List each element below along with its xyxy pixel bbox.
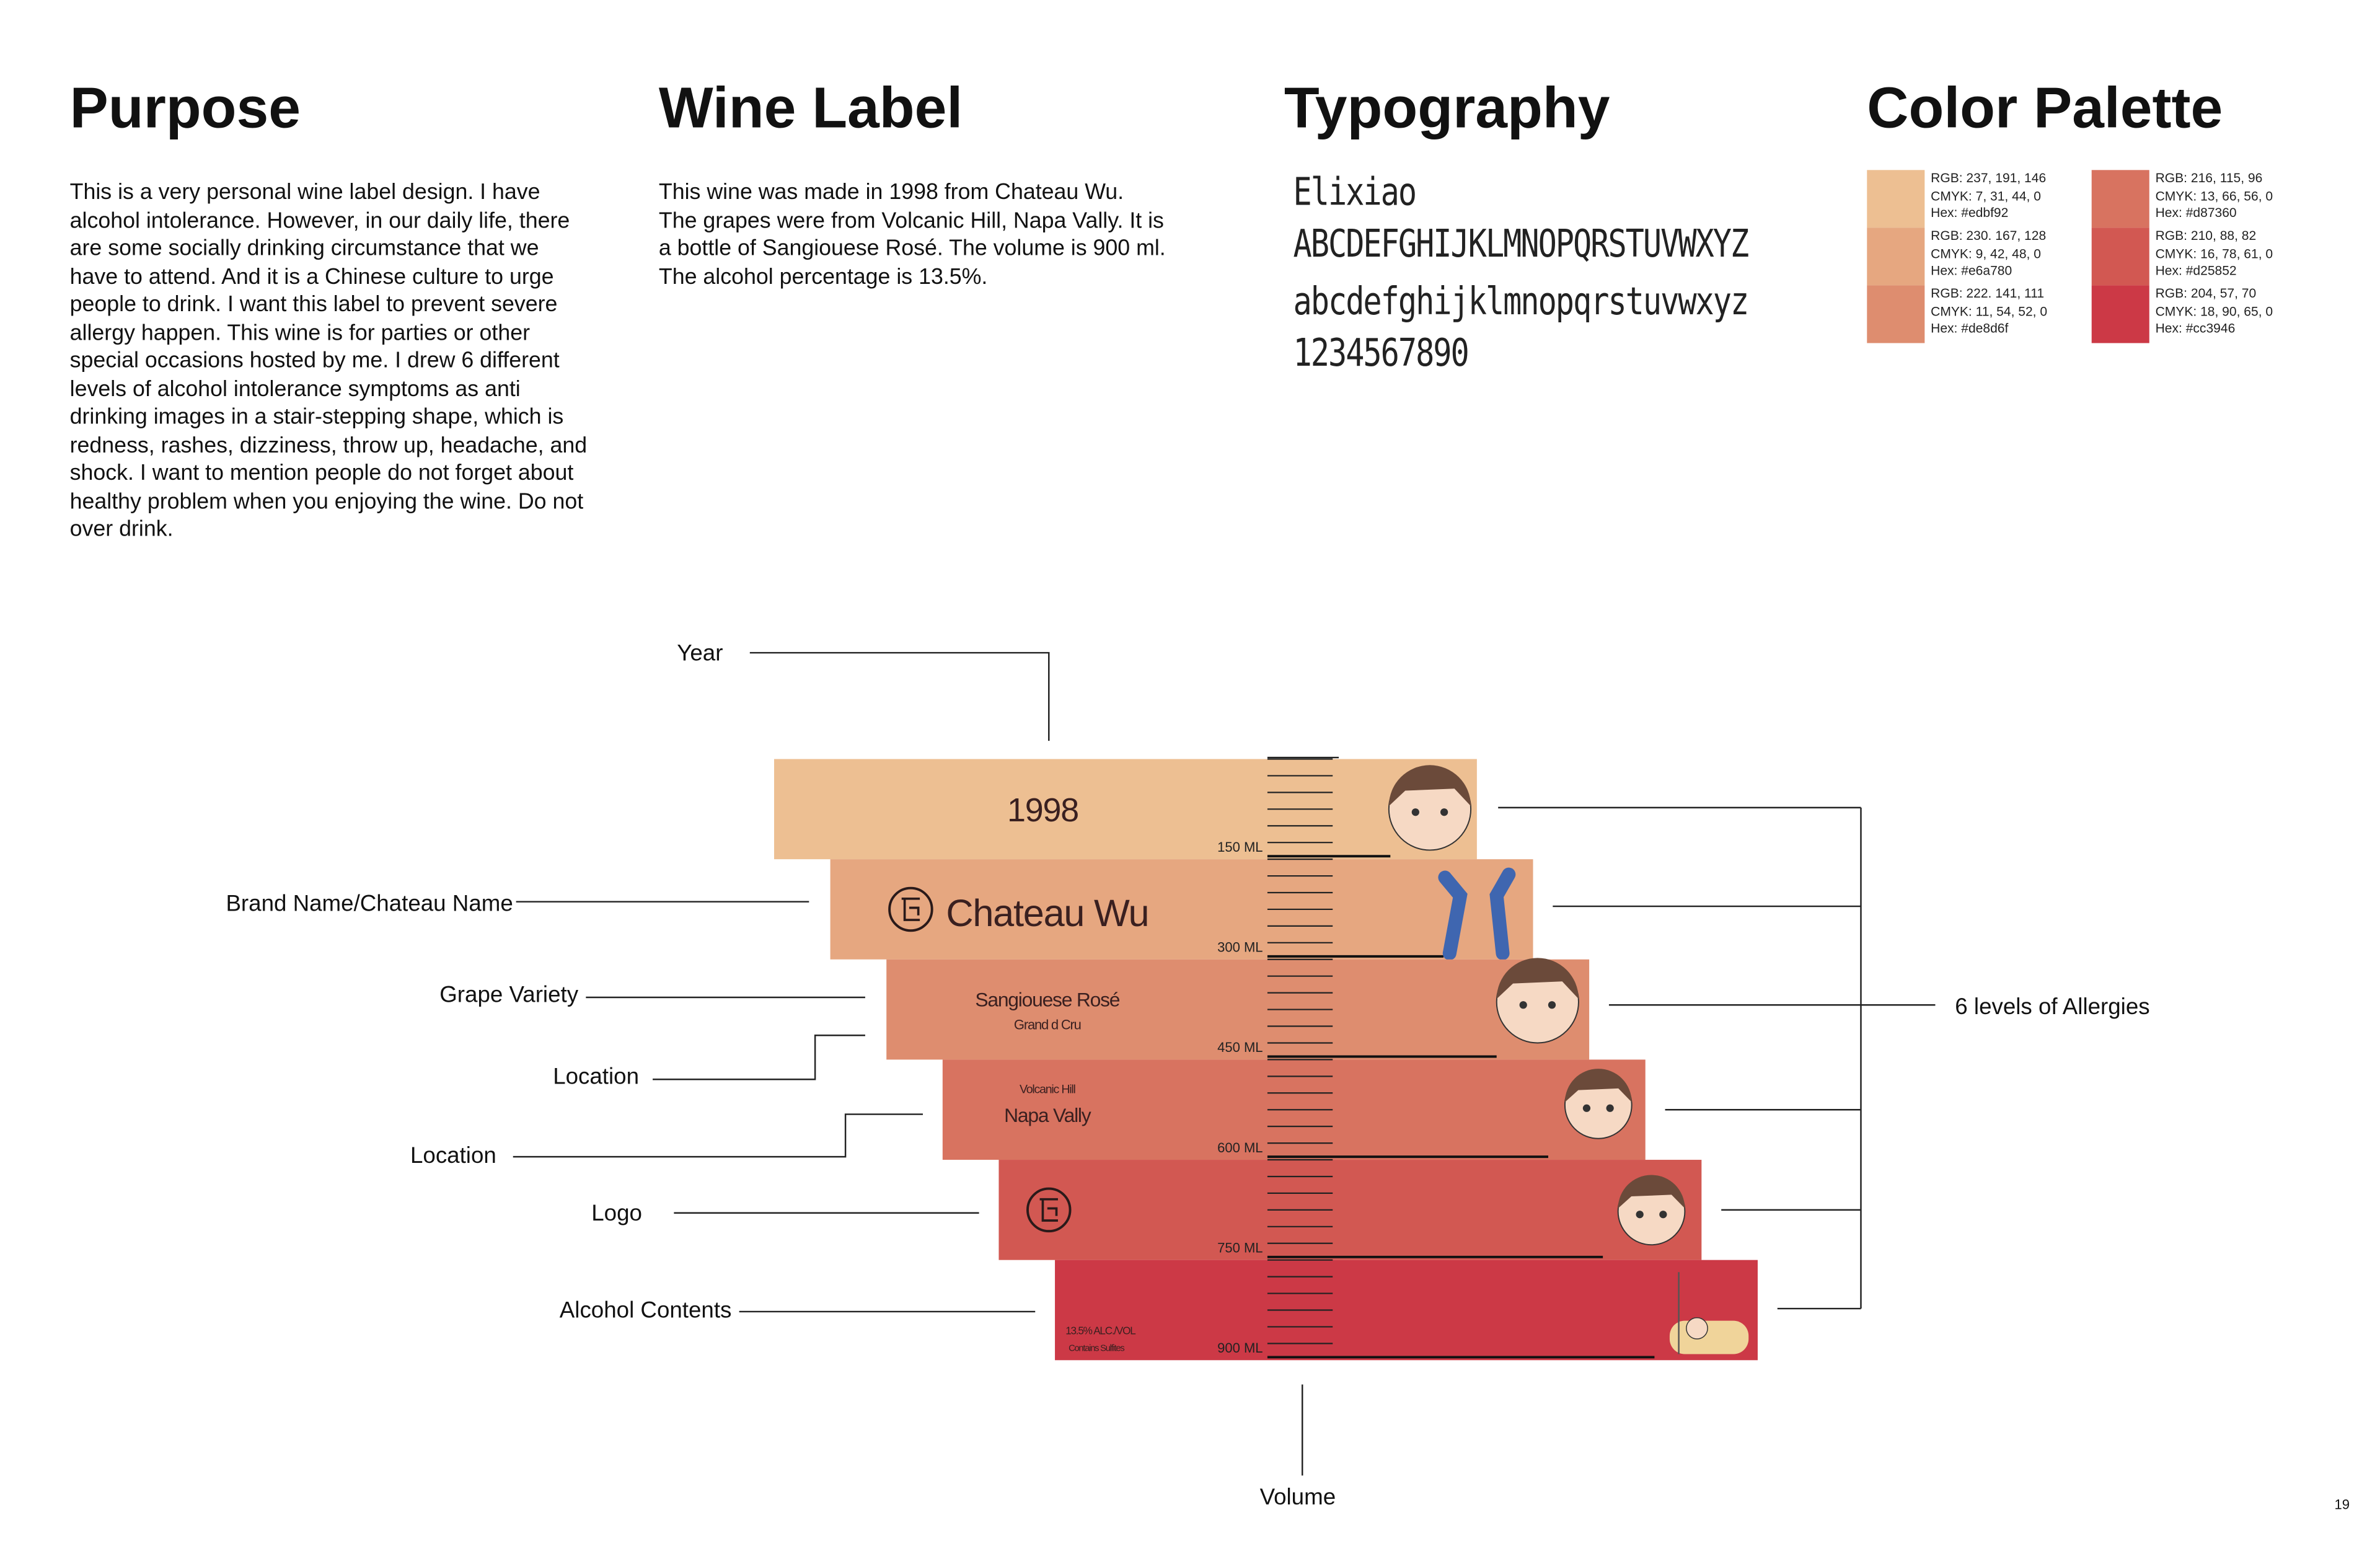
logo-glyph <box>901 897 920 921</box>
type-sample: ABCDEFGHIJKLMNOPQRSTUVWXYZ <box>1293 221 1750 266</box>
swatch <box>1867 285 1925 343</box>
callout-line <box>749 651 1050 741</box>
volume-label: Volume <box>1260 1484 1336 1509</box>
bed <box>1669 1320 1749 1354</box>
swatch-info: RGB: 230. 167, 128 CMYK: 9, 42, 48, 0 Hex:… <box>1931 227 2046 280</box>
type-sample: Elixiao <box>1293 170 1417 214</box>
swatch-rgb: RGB: 210, 88, 82 <box>2155 227 2257 243</box>
heading: Typography <box>1284 77 1610 141</box>
eye <box>1440 808 1448 816</box>
label-text: Grand d Cru <box>1014 1017 1081 1032</box>
callout-label: Location <box>553 1064 639 1089</box>
type-sample: 1234567890 <box>1293 330 1470 375</box>
swatch-rgb: RGB: 237, 191, 146 <box>1931 170 2047 185</box>
swatch-hex: Hex: #cc3946 <box>2155 320 2236 336</box>
label-band <box>830 859 1533 960</box>
swatch <box>1867 170 1925 228</box>
volume-mark: 300 ML <box>1217 940 1263 955</box>
callout-label: Grape Variety <box>439 981 578 1007</box>
swatch-cmyk: CMYK: 11, 54, 52, 0 <box>1931 302 2048 319</box>
swatch-rgb: RGB: 216, 115, 96 <box>2155 170 2263 185</box>
callout-label: Location <box>410 1142 496 1168</box>
logo <box>1026 1187 1072 1233</box>
swatch-cmyk: CMYK: 16, 78, 61, 0 <box>2155 245 2273 261</box>
heading: Wine Label <box>658 77 963 141</box>
label-text: Sangiouese Rosé <box>975 989 1119 1011</box>
volume-mark: 450 ML <box>1217 1040 1263 1055</box>
hair <box>1388 765 1471 806</box>
swatch-info: RGB: 204, 57, 70 CMYK: 18, 90, 65, 0 Hex: … <box>2156 285 2273 337</box>
paragraph: This is a very personal wine label desig… <box>69 180 588 542</box>
swatch-cmyk: CMYK: 7, 31, 44, 0 <box>1931 187 2041 203</box>
swatch-hex: Hex: #de8d6f <box>1931 320 2009 336</box>
swatch-rgb: RGB: 204, 57, 70 <box>2155 285 2257 301</box>
swatch-hex: Hex: #d87360 <box>2155 205 2237 221</box>
callout-label: Logo <box>591 1200 642 1225</box>
allergies-label: 6 levels of Allergies <box>1955 994 2149 1019</box>
swatch-rgb: RGB: 230. 167, 128 <box>1931 227 2047 243</box>
swatch-hex: Hex: #e6a780 <box>1931 262 2012 278</box>
swatch-info: RGB: 222. 141, 111 CMYK: 11, 54, 52, 0 Hex… <box>1931 285 2047 337</box>
swatch-cmyk: CMYK: 9, 42, 48, 0 <box>1931 245 2041 261</box>
paragraph: This wine was made in 1998 from Chateau … <box>658 180 1166 289</box>
hair <box>1496 958 1579 999</box>
swatch-info: RGB: 210, 88, 82 CMYK: 16, 78, 61, 0 Hex: … <box>2156 227 2273 280</box>
swatch-cmyk: CMYK: 13, 66, 56, 0 <box>2155 187 2273 203</box>
callout-line <box>513 1113 923 1158</box>
eye <box>1606 1104 1614 1112</box>
volume-mark: 150 ML <box>1217 839 1263 855</box>
label-band <box>998 1160 1702 1260</box>
volume-mark: 750 ML <box>1217 1240 1263 1255</box>
type-sample: abcdefghijklmnopqrstuvwxyz <box>1293 279 1750 324</box>
eye <box>1411 808 1419 816</box>
eye <box>1548 1001 1556 1009</box>
swatch <box>1867 227 1925 286</box>
swatch-hex: Hex: #d25852 <box>2155 262 2237 278</box>
swatch-info: RGB: 237, 191, 146 CMYK: 7, 31, 44, 0 Hex:… <box>1931 170 2046 222</box>
label-text: Chateau Wu <box>946 892 1148 934</box>
eye <box>1636 1211 1644 1219</box>
label-band <box>774 759 1477 860</box>
hair <box>1618 1175 1685 1209</box>
heading: Color Palette <box>1867 77 2223 141</box>
hair <box>1564 1069 1632 1102</box>
heading: Purpose <box>69 77 301 141</box>
label-text: 1998 <box>1007 792 1078 829</box>
label-text: 13.5% ALC./VOL <box>1065 1325 1135 1337</box>
eye <box>1519 1001 1527 1009</box>
swatch-cmyk: CMYK: 18, 90, 65, 0 <box>2155 302 2273 319</box>
page-number: 19 <box>2335 1496 2350 1512</box>
volume-mark: 900 ML <box>1217 1340 1263 1356</box>
label-band <box>1055 1260 1758 1361</box>
volume-mark: 600 ML <box>1217 1140 1263 1155</box>
logo <box>888 886 933 932</box>
swatch <box>2091 170 2149 228</box>
callout-line <box>653 1034 865 1080</box>
swatch-info: RGB: 216, 115, 96 CMYK: 13, 66, 56, 0 Hex:… <box>2156 170 2273 222</box>
face <box>1686 1317 1708 1340</box>
swatch <box>2091 227 2149 286</box>
callout-label: Year <box>677 640 723 665</box>
eye <box>1582 1104 1591 1112</box>
callout-label: Alcohol Contents <box>560 1297 732 1323</box>
label-band <box>886 959 1590 1060</box>
eye <box>1659 1211 1667 1219</box>
label-text: Napa Vally <box>1004 1104 1091 1126</box>
callout-label: Brand Name/Chateau Name <box>226 890 513 916</box>
logo-glyph <box>1039 1198 1058 1222</box>
label-text: Volcanic Hill <box>1020 1082 1076 1096</box>
label-text: Contains Sulfites <box>1069 1344 1124 1354</box>
swatch-hex: Hex: #edbf92 <box>1931 205 2009 221</box>
swatch-rgb: RGB: 222. 141, 111 <box>1931 285 2045 301</box>
arms <box>1438 867 1516 960</box>
swatch <box>2091 285 2149 343</box>
